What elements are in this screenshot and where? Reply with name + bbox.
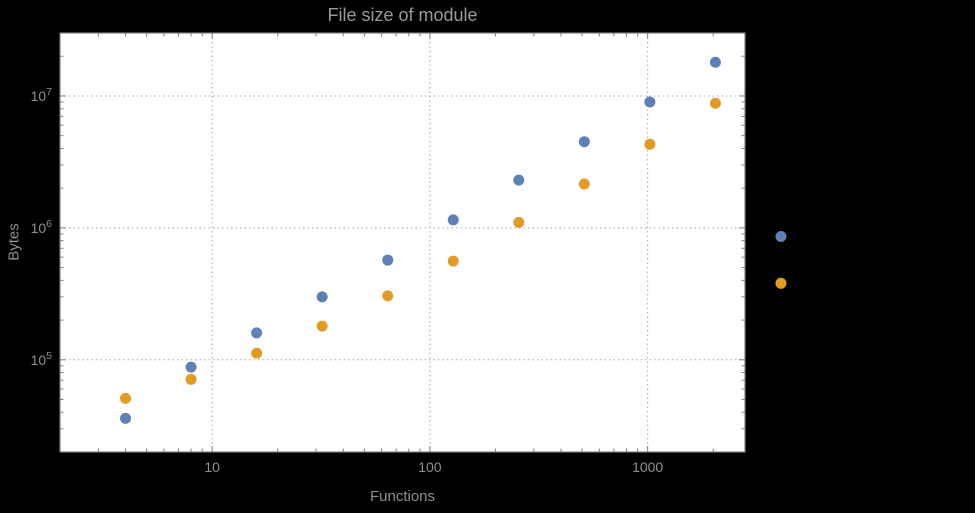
data-point [775, 277, 787, 289]
data-point [382, 290, 394, 302]
data-point [251, 327, 263, 339]
chart-title: File size of module [327, 5, 478, 25]
data-point [316, 320, 328, 332]
data-point [709, 97, 721, 109]
y-axis-label: Bytes [5, 223, 23, 261]
data-point [316, 291, 328, 303]
data-point [120, 412, 132, 424]
x-axis-label: Functions [369, 488, 436, 505]
series-blue-points [120, 56, 787, 424]
data-point [513, 216, 525, 228]
data-point [578, 178, 590, 190]
series-orange-points [120, 97, 787, 404]
data-point [644, 96, 656, 108]
y-tick-label: 107 [31, 86, 53, 104]
data-point [644, 138, 656, 150]
data-point [382, 254, 394, 266]
data-point [578, 136, 590, 148]
y-tick-label: 105 [31, 350, 53, 368]
x-tick-label: 100 [418, 459, 442, 475]
plot-area [60, 33, 745, 452]
data-point [775, 231, 787, 243]
x-tick-label: 1000 [632, 459, 663, 475]
data-point [120, 392, 132, 404]
y-tick-label: 106 [31, 218, 53, 236]
data-point [185, 361, 197, 373]
plot-frame [59, 32, 746, 453]
data-point [185, 373, 197, 385]
x-tick-label: 10 [204, 459, 220, 475]
data-point [513, 174, 525, 186]
data-point [447, 214, 459, 226]
data-point [709, 56, 721, 68]
data-point [447, 255, 459, 267]
data-point [251, 347, 263, 359]
